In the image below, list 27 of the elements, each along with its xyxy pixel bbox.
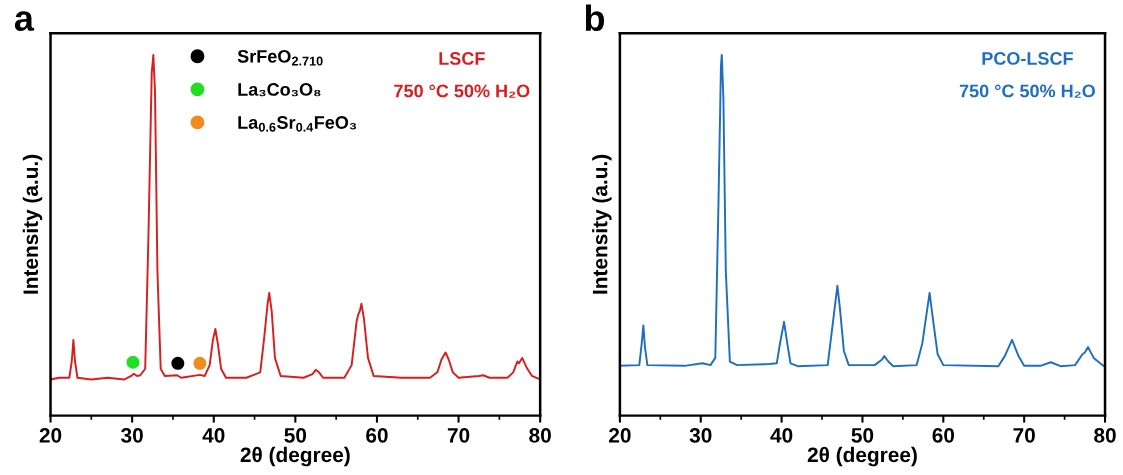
legend-label: La$_{0.6}$Sr$_{0.4}$FeO₃ [238, 116, 357, 132]
x-tick-label: 40 [202, 427, 225, 443]
annotation: 750 °C 50% H₂O [959, 84, 1095, 98]
x-tick-label: 20 [39, 427, 62, 443]
chart-title: b [585, 4, 605, 32]
x-tick-label: 50 [851, 427, 874, 443]
annotation: LSCF [439, 52, 485, 65]
x-tick-label: 70 [1013, 427, 1035, 443]
x-tick-label: 80 [529, 427, 551, 443]
x-tick-label: 60 [366, 427, 388, 443]
x-tick-label: 70 [447, 427, 470, 443]
x-axis-title: 2θ (degree) [807, 446, 917, 467]
legend-label: SrFeO$_{2.710}$ [237, 49, 323, 66]
annotation: 750 °C 50% H₂O [394, 84, 530, 98]
x-tick-label: 50 [284, 427, 307, 443]
x-tick-label: 20 [609, 427, 631, 443]
x-axis-title: 2θ (degree) [240, 446, 350, 467]
x-tick-label: 40 [770, 427, 793, 443]
chart-title: a [14, 11, 35, 32]
y-axis-title: Intensity (a.u.) [592, 154, 612, 294]
y-axis-title: Intensity (a.u.) [22, 154, 43, 294]
x-tick-label: 30 [689, 427, 712, 443]
legend-label: La₃Co₃O₈ [238, 83, 321, 97]
x-tick-label: 30 [121, 427, 143, 443]
annotation: PCO-LSCF [982, 52, 1073, 65]
x-tick-label: 80 [1094, 427, 1116, 443]
x-tick-label: 60 [932, 427, 955, 443]
